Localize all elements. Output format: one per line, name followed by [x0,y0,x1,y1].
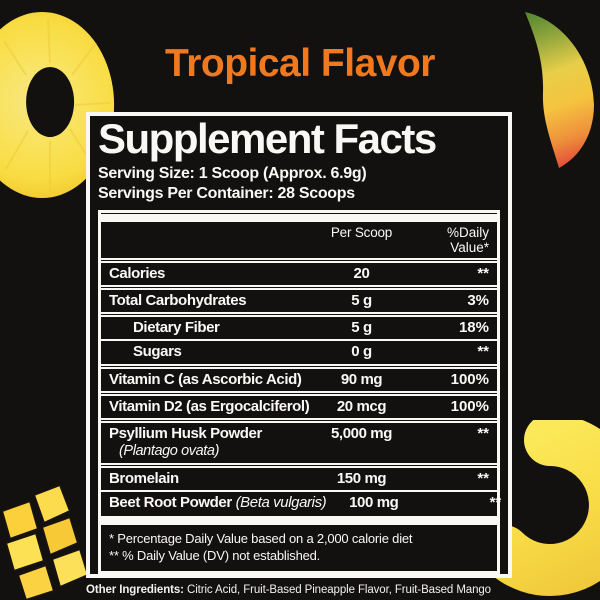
table-header-row: Per Scoop %Daily Value* [101,222,497,258]
latin-name: (Beta vulgaris) [235,493,327,511]
other-ingredients: Other Ingredients: Citric Acid, Fruit-Ba… [86,583,512,600]
header-daily-value: %Daily Value* [446,224,489,255]
supplement-label: Supplement Facts Serving Size: 1 Scoop (… [86,112,512,600]
servings-per-container: Servings Per Container: 28 Scoops [98,185,355,203]
table-row-vitamin-c: Vitamin C (as Ascorbic Acid) 90 mg 100% [109,370,489,388]
table-row-psyllium-husk: Psyllium Husk Powder (Plantago ovata) 5,0… [109,424,489,460]
separator [101,390,497,396]
supplement-facts-panel: Supplement Facts Serving Size: 1 Scoop (… [86,112,512,579]
separator [101,312,497,318]
table-row-bromelain: Bromelain 150 mg ** [109,469,489,487]
separator [101,417,497,423]
table-top-bar [101,213,497,222]
table-row-dietary-fiber: Dietary Fiber 5 g 18% [133,319,489,337]
mango-cubes-image [1,484,89,600]
flavor-title: Tropical Flavor [165,42,435,85]
separator [101,257,497,263]
separator [101,462,497,468]
table-row-sugars: Sugars 0 g ** [133,343,489,361]
serving-size: Serving Size: 1 Scoop (Approx. 6.9g) [98,164,367,182]
table-row-beet-root: Beet Root Powder (Beta vulgaris) 100 mg … [109,493,502,511]
panel-title: Supplement Facts [98,115,437,162]
other-ingredients-label: Other Ingredients: [86,584,184,597]
header-per-scoop: Per Scoop [330,224,393,240]
separator [101,339,497,342]
table-row-vitamin-d2: Vitamin D2 (as Ergocalciferol) 20 mcg 10… [109,397,489,415]
table-row-calories: Calories 20 ** [109,264,489,282]
facts-table: Per Scoop %Daily Value* Calories 20 ** T… [98,209,502,575]
footnote-dv-not-established: ** % Daily Value (DV) not established. [109,548,321,564]
separator [101,284,497,290]
table-row-total-carbohydrates: Total Carbohydrates 5 g 3% [109,291,489,309]
latin-name: (Plantago ovata) [119,443,219,460]
table-bottom-bar [101,516,497,526]
footnotes: * Percentage Daily Value based on a 2,00… [101,525,497,571]
separator [101,489,497,492]
footnote-dv-basis: * Percentage Daily Value based on a 2,00… [109,531,413,547]
separator [101,363,497,369]
